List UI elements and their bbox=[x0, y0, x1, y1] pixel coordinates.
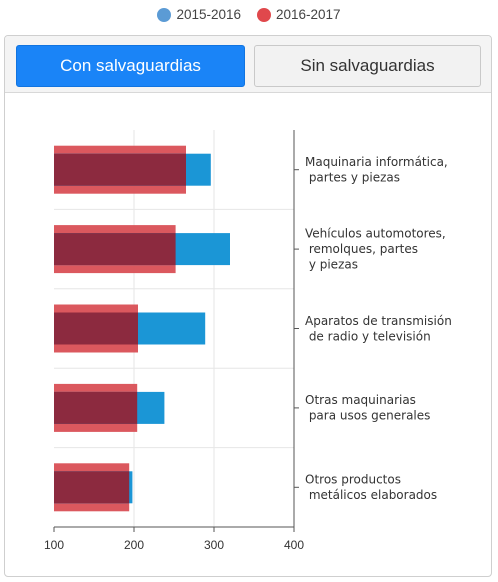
category-label-2: Aparatos de transmisión de radio y telev… bbox=[305, 314, 452, 344]
category-label-line: partes y piezas bbox=[305, 170, 400, 184]
x-tick-label-400: 400 bbox=[284, 538, 304, 552]
category-label-line: Aparatos de transmisión bbox=[305, 314, 452, 328]
legend: 2015-2016 2016-2017 bbox=[0, 7, 498, 22]
legend-label-2016-2017: 2016-2017 bbox=[276, 7, 341, 22]
chart-card: Con salvaguardias Sin salvaguardias bbox=[4, 35, 492, 577]
legend-marker-2015-2016 bbox=[157, 7, 172, 22]
bar-overlap-3 bbox=[54, 391, 138, 424]
tab-con-salvaguardias[interactable]: Con salvaguardias bbox=[16, 45, 245, 87]
legend-marker-2016-2017 bbox=[257, 7, 271, 22]
category-label-1: Vehículos automotores, remolques, partes… bbox=[305, 227, 446, 272]
bar-overlap-0 bbox=[54, 153, 186, 186]
category-label-line: y piezas bbox=[305, 258, 358, 272]
category-label-line: para usos generales bbox=[305, 409, 430, 423]
category-label-line: remolques, partes bbox=[305, 242, 418, 256]
category-label-3: Otras maquinarias para usos generales bbox=[305, 393, 430, 423]
x-tick-label-100: 100 bbox=[44, 538, 64, 552]
category-label-line: Maquinaria informática, bbox=[305, 155, 448, 169]
category-label-line: de radio y televisión bbox=[305, 329, 431, 343]
bar-overlap-1 bbox=[54, 233, 176, 266]
legend-item-2016-2017[interactable]: 2016-2017 bbox=[257, 7, 341, 22]
category-label-line: Vehículos automotores, bbox=[305, 227, 446, 241]
tab-sin-salvaguardias[interactable]: Sin salvaguardias bbox=[254, 45, 481, 87]
bar-overlap-2 bbox=[54, 312, 138, 345]
x-tick-label-300: 300 bbox=[204, 538, 224, 552]
category-label-line: metálicos elaborados bbox=[305, 488, 437, 502]
category-label-0: Maquinaria informática, partes y piezas bbox=[305, 155, 448, 185]
tabs-bar: Con salvaguardias Sin salvaguardias bbox=[5, 36, 491, 93]
legend-label-2015-2016: 2015-2016 bbox=[176, 7, 241, 22]
category-label-line: Otras maquinarias bbox=[305, 393, 416, 407]
category-label-4: Otros productos metálicos elaborados bbox=[305, 473, 437, 503]
legend-item-2015-2016[interactable]: 2015-2016 bbox=[157, 7, 241, 22]
bar-overlap-4 bbox=[54, 471, 130, 504]
category-label-line: Otros productos bbox=[305, 473, 401, 487]
x-tick-label-200: 200 bbox=[124, 538, 144, 552]
